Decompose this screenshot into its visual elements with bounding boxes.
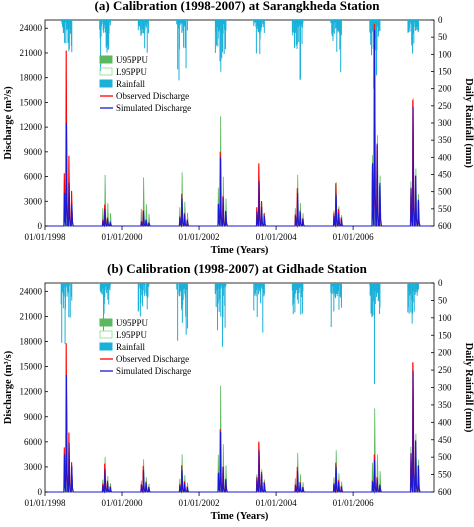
chart-title: (a) Calibration (1998-2007) at Sarangkhe…	[95, 0, 381, 13]
y2-axis-label: Daily Rainfall (mm)	[463, 343, 474, 433]
y-axis-label: Discharge (m³/s)	[3, 350, 14, 424]
y-tick-label: 12000	[20, 387, 43, 397]
y2-tick-label: 600	[438, 221, 452, 231]
u95ppu-band	[45, 362, 434, 493]
y2-tick-label: 400	[438, 152, 452, 162]
simulated-discharge-line	[45, 370, 434, 495]
legend-swatch	[99, 330, 113, 339]
legend-label: L95PPU	[116, 67, 148, 77]
y-tick-label: 15000	[20, 362, 43, 372]
rainfall-bars	[60, 283, 420, 385]
y2-tick-label: 100	[438, 49, 452, 59]
x-tick-label: 01/01/2002	[179, 498, 220, 508]
y-tick-label: 3000	[24, 462, 43, 472]
y-tick-label: 15000	[20, 97, 43, 107]
legend-label: U95PPU	[116, 55, 149, 65]
legend: U95PPU L95PPU Rainfall Observed Discharge Si…	[99, 318, 191, 376]
y2-tick-label: 250	[438, 101, 452, 111]
y2-tick-label: 400	[438, 417, 452, 427]
y2-tick-label: 0	[438, 15, 443, 25]
y-tick-label: 24000	[20, 286, 43, 296]
y-tick-label: 9000	[24, 147, 43, 157]
legend-label: Observed Discharge	[116, 354, 189, 364]
legend-label: Simulated Discharge	[116, 366, 191, 376]
y2-tick-label: 100	[438, 313, 452, 323]
legend-label: Simulated Discharge	[116, 103, 191, 113]
legend-label: U95PPU	[116, 318, 149, 328]
x-tick-label: 01/01/2000	[102, 498, 144, 508]
y-axis-label: Discharge (m³/s)	[3, 86, 14, 160]
x-tick-label: 01/01/2006	[333, 232, 375, 242]
y2-tick-label: 300	[438, 118, 452, 128]
y-tick-label: 9000	[24, 412, 43, 422]
y2-tick-label: 550	[438, 470, 452, 480]
legend: U95PPU L95PPU Rainfall Observed Discharge Si…	[99, 55, 191, 113]
x-tick-label: 01/01/1998	[24, 232, 66, 242]
chart-panel-b: (b) Calibration (1998-2007) at Gidhade S…	[3, 261, 474, 522]
y2-tick-label: 350	[438, 135, 452, 145]
y-tick-label: 21000	[20, 48, 43, 58]
y2-tick-label: 500	[438, 187, 452, 197]
x-tick-label: 01/01/2000	[102, 232, 144, 242]
y2-tick-label: 300	[438, 383, 452, 393]
legend-swatch	[99, 67, 113, 76]
y2-tick-label: 50	[438, 295, 448, 305]
x-tick-label: 01/01/2004	[256, 498, 298, 508]
y2-tick-label: 500	[438, 452, 452, 462]
legend-label: Rainfall	[116, 79, 145, 89]
y-tick-label: 24000	[20, 23, 43, 33]
y2-tick-label: 450	[438, 435, 452, 445]
legend-label: Observed Discharge	[116, 91, 189, 101]
y2-tick-label: 150	[438, 330, 452, 340]
x-tick-label: 01/01/2004	[256, 232, 298, 242]
chart-panel-a: (a) Calibration (1998-2007) at Sarangkhe…	[3, 0, 474, 256]
legend-label: L95PPU	[116, 330, 148, 340]
legend-swatch	[99, 318, 113, 327]
x-axis-label: Time (Years)	[211, 511, 269, 522]
y2-tick-label: 200	[438, 348, 452, 358]
y2-tick-label: 150	[438, 67, 452, 77]
y-tick-label: 0	[38, 221, 43, 231]
x-tick-label: 01/01/1998	[24, 498, 66, 508]
y2-tick-label: 50	[438, 32, 448, 42]
x-axis-label: Time (Years)	[211, 245, 269, 256]
y-tick-label: 3000	[24, 196, 43, 206]
y2-tick-label: 200	[438, 84, 452, 94]
y2-tick-label: 450	[438, 170, 452, 180]
y2-tick-label: 350	[438, 400, 452, 410]
simulated-discharge-line	[45, 29, 434, 229]
chart-title: (b) Calibration (1998-2007) at Gidhade S…	[107, 261, 367, 276]
y2-tick-label: 250	[438, 365, 452, 375]
legend-swatch	[99, 342, 113, 351]
legend-label: Rainfall	[116, 342, 145, 352]
x-tick-label: 01/01/2006	[333, 498, 375, 508]
y2-tick-label: 0	[438, 278, 443, 288]
y-tick-label: 0	[38, 487, 43, 497]
rainfall-bars	[60, 20, 419, 89]
legend-swatch	[99, 55, 113, 64]
legend-swatch	[99, 79, 113, 88]
x-tick-label: 01/01/2002	[179, 232, 220, 242]
y-tick-label: 18000	[20, 337, 43, 347]
y-tick-label: 12000	[20, 122, 43, 132]
y2-tick-label: 550	[438, 204, 452, 214]
y-tick-label: 18000	[20, 73, 43, 83]
y2-axis-label: Daily Rainfall (mm)	[463, 78, 474, 168]
y2-tick-label: 600	[438, 487, 452, 497]
y-tick-label: 6000	[24, 437, 43, 447]
y-tick-label: 21000	[20, 311, 43, 321]
y-tick-label: 6000	[24, 172, 43, 182]
